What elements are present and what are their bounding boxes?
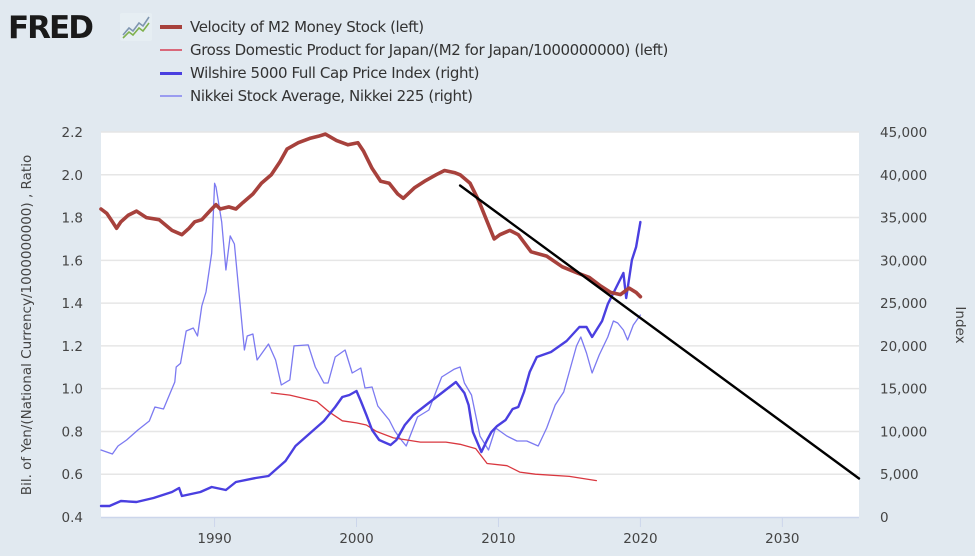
- y-left-tick-label: 1.4: [62, 296, 83, 312]
- y-left-tick-label: 2.2: [62, 125, 83, 141]
- series-line-nikkei-stock-average-nikkei-225-right: [100, 182, 642, 455]
- y-left-tick-label: 0.8: [62, 424, 83, 440]
- y-left-tick-label: 1.8: [62, 211, 83, 227]
- y-right-tick-label: 10,000: [880, 424, 927, 440]
- y-axis-left: 0.4 0.6 0.8 1.0 1.2 1.4 1.6 1.8 2.0 2.2: [62, 125, 83, 526]
- legend-item[interactable]: Wilshire 5000 Full Cap Price Index (righ…: [160, 61, 668, 84]
- x-tick-label: 2020: [623, 531, 657, 547]
- y-axis-right: 0 5,000 10,000 15,000 20,000 25,000 30,000 35,0…: [880, 125, 927, 526]
- y-left-tick-label: 2.0: [62, 168, 83, 184]
- legend-swatch: [160, 95, 182, 97]
- legend-swatch: [160, 71, 182, 75]
- x-tick-label: 2000: [339, 531, 373, 547]
- series-line-trend-line: [458, 184, 861, 480]
- y-right-tick-label: 30,000: [880, 253, 927, 269]
- legend-label: Velocity of M2 Money Stock (left): [190, 17, 424, 36]
- x-tick-label: 2010: [481, 531, 515, 547]
- y-left-tick-label: 1.2: [62, 339, 83, 355]
- x-tick-label: 2030: [765, 531, 799, 547]
- chart-legend: Velocity of M2 Money Stock (left) Gross …: [160, 15, 668, 107]
- legend-swatch: [160, 49, 182, 51]
- y-left-tick-label: 1.6: [62, 253, 83, 269]
- legend-label: Wilshire 5000 Full Cap Price Index (righ…: [190, 63, 480, 82]
- legend-label: Nikkei Stock Average, Nikkei 225 (right): [190, 86, 473, 105]
- legend-label: Gross Domestic Product for Japan/(M2 for…: [190, 40, 668, 59]
- gridlines: [101, 131, 859, 475]
- legend-item[interactable]: Nikkei Stock Average, Nikkei 225 (right): [160, 84, 668, 107]
- legend-swatch: [160, 25, 182, 29]
- series-lines: [99, 132, 861, 508]
- y-right-tick-label: 0: [880, 510, 889, 526]
- chart-header: FRED Velocity of M2 Money Stock (left) G…: [0, 0, 975, 115]
- y-left-tick-label: 0.6: [62, 467, 83, 483]
- x-axis: 1990 2000 2010 2020 2030: [101, 516, 859, 547]
- y-right-tick-label: 5,000: [880, 467, 919, 483]
- y-left-tick-label: 0.4: [62, 510, 83, 526]
- y-axis-left-label: Bil. of Yen/(National Currency/100000000…: [19, 155, 35, 495]
- x-tick-label: 1990: [197, 531, 231, 547]
- y-left-tick-label: 1.0: [62, 382, 83, 398]
- legend-item[interactable]: Gross Domestic Product for Japan/(M2 for…: [160, 38, 668, 61]
- series-line-velocity-of-m2-money-stock-left: [99, 132, 643, 299]
- y-right-tick-label: 25,000: [880, 296, 927, 312]
- legend-item[interactable]: Velocity of M2 Money Stock (left): [160, 15, 668, 38]
- y-axis-right-label: Index: [952, 306, 968, 343]
- fred-logo[interactable]: FRED: [8, 10, 94, 46]
- series-line-wilshire-5000-full-cap-price-index-right: [99, 220, 642, 508]
- y-right-tick-label: 40,000: [880, 168, 927, 184]
- y-right-tick-label: 15,000: [880, 382, 927, 398]
- plot-area: [101, 132, 859, 517]
- y-right-tick-label: 20,000: [880, 339, 927, 355]
- y-right-tick-label: 35,000: [880, 211, 927, 227]
- line-chart-icon: [120, 13, 152, 41]
- y-right-tick-label: 45,000: [880, 125, 927, 141]
